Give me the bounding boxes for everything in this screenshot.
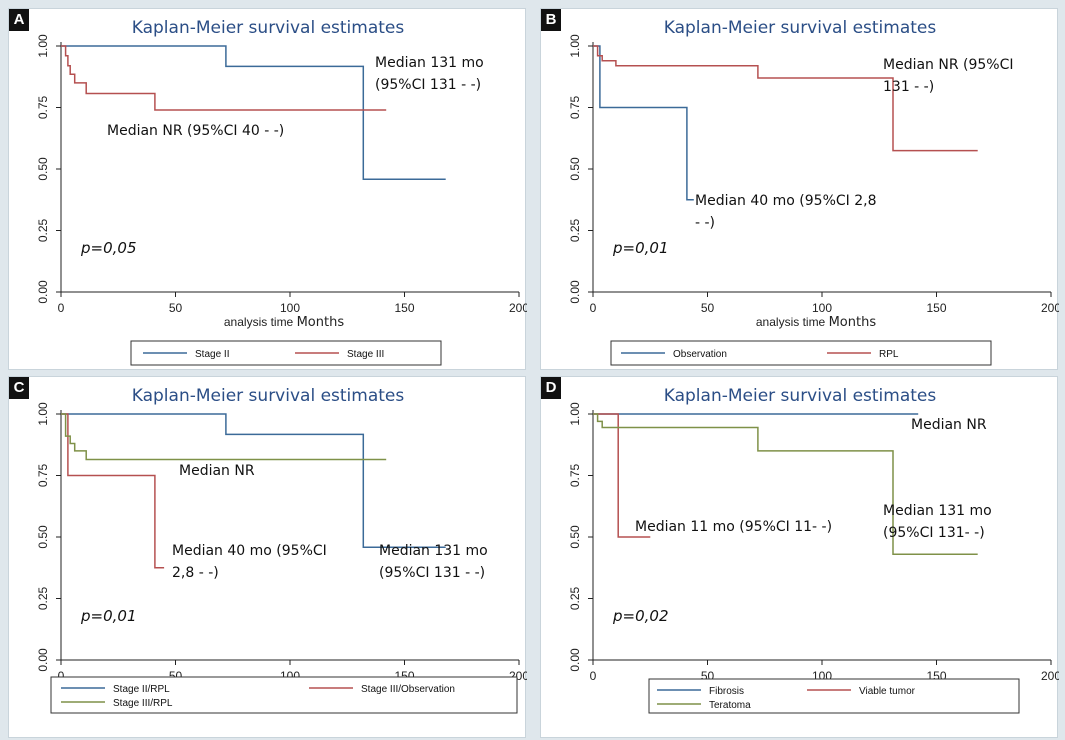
panel-c: Kaplan-Meier survival estimates 0.00 0.25 0…	[8, 376, 527, 738]
legend-label: Fibrosis	[709, 686, 744, 697]
x-tick-label: 150	[394, 301, 414, 315]
y-tick-label: 0.00	[36, 648, 50, 672]
y-tick-label: 0.25	[36, 218, 50, 242]
x-tick-label: 150	[926, 301, 946, 315]
legend	[50, 676, 518, 714]
median-annotation: Median NR	[179, 463, 255, 479]
y-tick-label: 0.25	[36, 586, 50, 610]
y-tick-label: 1.00	[36, 402, 50, 426]
median-annotation: Median 131 mo (95%CI 131 - -)	[379, 543, 488, 581]
y-tick-label: 0.50	[36, 157, 50, 181]
x-tick-label: 0	[58, 669, 65, 683]
y-tick-label: 0.00	[568, 280, 582, 304]
x-tick-label: 100	[280, 301, 300, 315]
x-tick-label: 0	[590, 301, 597, 315]
y-tick-label: 0.25	[568, 586, 582, 610]
y-tick-label: 0.25	[568, 218, 582, 242]
median-annotation: Median NR (95%CI 131 - -)	[883, 57, 1014, 95]
legend-label: Teratoma	[709, 700, 751, 711]
chart-title: Kaplan-Meier survival estimates	[664, 18, 937, 38]
legend-label: Stage III	[347, 349, 384, 360]
y-tick-label: 1.00	[36, 34, 50, 58]
series-line-observation	[593, 45, 694, 201]
x-tick-label: 50	[701, 301, 715, 315]
km-chart: Kaplan-Meier survival estimates 0.00 0.25 0…	[568, 386, 1059, 714]
x-tick-label: 0	[58, 301, 65, 315]
panel-label: A	[9, 9, 29, 31]
y-tick-label: 0.75	[36, 95, 50, 119]
y-tick-label: 0.75	[568, 463, 582, 487]
x-tick-label: 100	[812, 301, 832, 315]
series-line-viable-tumor	[593, 413, 651, 538]
legend-label: Stage II/RPL	[113, 684, 170, 695]
x-axis-label: analysis time Months	[756, 315, 876, 330]
y-tick-label: 0.75	[568, 95, 582, 119]
x-tick-label: 200	[509, 301, 527, 315]
series-line-stage-iii-observation	[61, 413, 165, 569]
series-line-stage-iii	[61, 45, 387, 111]
legend-label: Observation	[673, 349, 727, 360]
legend-label: Stage II	[195, 349, 229, 360]
y-tick-label: 0.75	[36, 463, 50, 487]
y-tick-label: 0.50	[568, 157, 582, 181]
p-value: p=0,01	[80, 607, 137, 625]
median-annotation: Median NR	[911, 417, 987, 433]
chart-title: Kaplan-Meier survival estimates	[664, 386, 937, 406]
y-tick-label: 0.00	[36, 280, 50, 304]
chart-title: Kaplan-Meier survival estimates	[132, 18, 405, 38]
median-annotation: Median 131 mo (95%CI 131- -)	[883, 503, 992, 541]
panel-label: C	[9, 377, 29, 399]
y-tick-label: 1.00	[568, 402, 582, 426]
y-tick-label: 0.50	[568, 525, 582, 549]
panel-label: D	[541, 377, 561, 399]
x-tick-label: 200	[1041, 669, 1059, 683]
km-chart: Kaplan-Meier survival estimates 0.00 0.25 0…	[36, 386, 527, 714]
km-chart: Kaplan-Meier survival estimates 0.00 0.25 0…	[568, 18, 1059, 366]
series-line-stage-ii-rpl	[61, 413, 446, 549]
series-line-teratoma	[593, 413, 978, 555]
panel-label: B	[541, 9, 561, 31]
panel-b: Kaplan-Meier survival estimates 0.00 0.25 0…	[540, 8, 1059, 370]
y-tick-label: 1.00	[568, 34, 582, 58]
panel-a: Kaplan-Meier survival estimates 0.00 0.25 0…	[8, 8, 527, 370]
y-tick-label: 0.00	[568, 648, 582, 672]
legend-label: Viable tumor	[859, 686, 916, 697]
median-annotation: Median 11 mo (95%CI 11- -)	[635, 519, 832, 535]
series-line-rpl	[593, 45, 978, 152]
km-chart: Kaplan-Meier survival estimates 0.00 0.25 0…	[36, 18, 527, 366]
legend	[610, 340, 992, 366]
p-value: p=0,02	[612, 607, 669, 625]
legend	[648, 678, 1020, 714]
median-annotation: Median 131 mo (95%CI 131 - -)	[375, 55, 484, 93]
x-tick-label: 50	[169, 301, 183, 315]
median-annotation: Median 40 mo (95%CI 2,8 - -)	[172, 543, 327, 581]
p-value: p=0,01	[612, 239, 669, 257]
x-tick-label: 200	[1041, 301, 1059, 315]
legend-label: Stage III/RPL	[113, 698, 173, 709]
series-line-stage-iii-rpl	[61, 413, 387, 461]
chart-title: Kaplan-Meier survival estimates	[132, 386, 405, 406]
median-annotation: Median 40 mo (95%CI 2,8- -)	[695, 193, 877, 231]
legend-label: Stage III/Observation	[361, 684, 455, 695]
p-value: p=0,05	[80, 239, 137, 257]
x-axis-label: analysis time Months	[224, 315, 344, 330]
legend-label: RPL	[879, 349, 899, 360]
x-tick-label: 0	[590, 669, 597, 683]
median-annotation: Median NR (95%CI 40 - -)	[107, 123, 284, 139]
panel-d: Kaplan-Meier survival estimates 0.00 0.25 0…	[540, 376, 1059, 738]
y-tick-label: 0.50	[36, 525, 50, 549]
series-line-stage-ii	[61, 45, 446, 181]
